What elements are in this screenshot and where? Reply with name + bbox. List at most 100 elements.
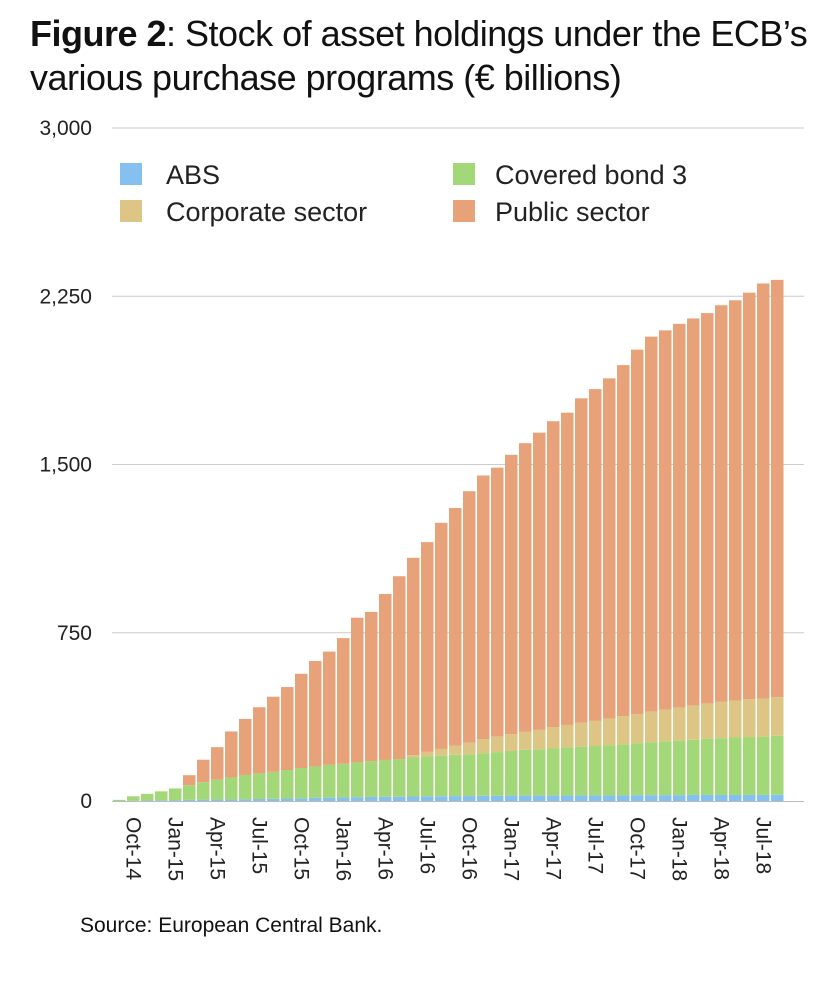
x-tick-label: Apr-15: [205, 817, 228, 880]
bar-stack: [673, 323, 686, 801]
bar-segment-corporate-sector: [449, 745, 462, 755]
bar-segment-covered-bond-3: [603, 745, 616, 796]
bar-stack: [295, 673, 308, 801]
bar-stack: [547, 421, 560, 801]
bar-segment-covered-bond-3: [365, 761, 378, 797]
bar-segment-public-sector: [519, 443, 532, 732]
bar-segment-abs: [673, 795, 686, 801]
x-tick-label: Apr-18: [709, 817, 732, 880]
bar-segment-corporate-sector: [771, 697, 784, 736]
bar-segment-abs: [351, 797, 364, 801]
bar-segment-corporate-sector: [561, 724, 574, 748]
bar-stack: [771, 279, 784, 801]
bar-segment-public-sector: [631, 349, 644, 714]
legend-swatch: [453, 200, 475, 222]
bar-segment-abs: [379, 796, 392, 801]
bar-segment-covered-bond-3: [491, 752, 504, 796]
bar-segment-abs: [757, 794, 770, 801]
bar-stack: [589, 389, 602, 801]
bar-segment-covered-bond-3: [155, 791, 168, 801]
bar-segment-public-sector: [743, 292, 756, 700]
bar-segment-public-sector: [505, 454, 518, 735]
bar-segment-abs: [645, 795, 658, 801]
y-tick-label: 1,500: [39, 454, 92, 477]
bar-stack: [659, 330, 672, 801]
bar-segment-covered-bond-3: [295, 768, 308, 799]
bar-segment-covered-bond-3: [351, 762, 364, 798]
bar-segment-corporate-sector: [659, 709, 672, 742]
bar-segment-covered-bond-3: [253, 773, 266, 799]
bar-stack: [477, 475, 490, 801]
source-note: Source: European Central Bank.: [80, 914, 383, 937]
bar-segment-covered-bond-3: [337, 763, 350, 798]
bar-segment-covered-bond-3: [309, 766, 322, 798]
y-tick-label: 0: [80, 790, 92, 813]
bar-segment-abs: [561, 795, 574, 801]
bar-segment-covered-bond-3: [169, 788, 182, 801]
y-tick-label: 750: [57, 622, 92, 645]
bar-segment-public-sector: [701, 313, 714, 704]
bar-stack: [729, 300, 742, 801]
bar-segment-public-sector: [281, 687, 294, 771]
x-tick-label: Oct-15: [289, 817, 312, 880]
bar-segment-public-sector: [309, 661, 322, 767]
bar-segment-abs: [491, 795, 504, 801]
bar-segment-abs: [519, 795, 532, 801]
bar-segment-public-sector: [603, 378, 616, 719]
bar-stack: [407, 557, 420, 801]
bar-segment-corporate-sector: [631, 713, 644, 744]
bar-segment-corporate-sector: [547, 727, 560, 749]
bar-stack: [491, 467, 504, 801]
title-text: : Stock of asset holdings under the ECB’…: [166, 13, 808, 54]
bar-segment-corporate-sector: [617, 716, 630, 745]
bar-segment-public-sector: [351, 617, 364, 763]
bar-segment-abs: [477, 795, 490, 801]
bar-segment-corporate-sector: [575, 722, 588, 747]
bar-segment-corporate-sector: [757, 698, 770, 737]
bar-segment-abs: [365, 796, 378, 801]
bar-segment-public-sector: [295, 673, 308, 769]
bar-stack: [449, 508, 462, 801]
bar-segment-abs: [183, 799, 196, 801]
bar-segment-abs: [631, 795, 644, 801]
bar-stack: [337, 638, 350, 801]
legend-swatch: [120, 163, 142, 185]
bar-stack: [281, 687, 294, 801]
bar-segment-public-sector: [239, 718, 252, 775]
bar-segment-public-sector: [449, 508, 462, 746]
chart-title: Figure 2: Stock of asset holdings under …: [30, 12, 830, 100]
bar-segment-public-sector: [435, 522, 448, 749]
bar-segment-abs: [743, 794, 756, 801]
bar-segment-corporate-sector: [463, 742, 476, 755]
bar-segment-abs: [603, 795, 616, 801]
x-tick-label: Jan-16: [331, 817, 354, 881]
bar-segment-public-sector: [183, 775, 196, 786]
bar-stack: [645, 336, 658, 801]
bar-segment-covered-bond-3: [141, 793, 154, 801]
bar-segment-abs: [729, 794, 742, 801]
bar-segment-corporate-sector: [407, 755, 420, 758]
bar-segment-covered-bond-3: [435, 755, 448, 797]
bar-stack: [603, 378, 616, 801]
bar-segment-corporate-sector: [673, 707, 686, 741]
bar-segment-abs: [421, 796, 434, 801]
bar-segment-covered-bond-3: [645, 742, 658, 796]
legend-item: Corporate sector: [120, 197, 367, 227]
bar-segment-covered-bond-3: [715, 738, 728, 795]
bar-segment-public-sector: [379, 593, 392, 760]
bar-segment-covered-bond-3: [701, 738, 714, 795]
bar-segment-corporate-sector: [519, 731, 532, 750]
bar-segment-abs: [407, 796, 420, 801]
bar-segment-abs: [267, 798, 280, 801]
bar-stack: [435, 522, 448, 801]
bar-segment-covered-bond-3: [589, 746, 602, 796]
bar-segment-covered-bond-3: [743, 737, 756, 795]
bar-segment-public-sector: [393, 576, 406, 760]
legend-label: ABS: [166, 160, 220, 190]
bar-segment-public-sector: [337, 638, 350, 764]
bar-stack: [351, 617, 364, 801]
bar-segment-covered-bond-3: [407, 757, 420, 797]
bar-stack: [617, 365, 630, 801]
bar-segment-covered-bond-3: [533, 749, 546, 796]
